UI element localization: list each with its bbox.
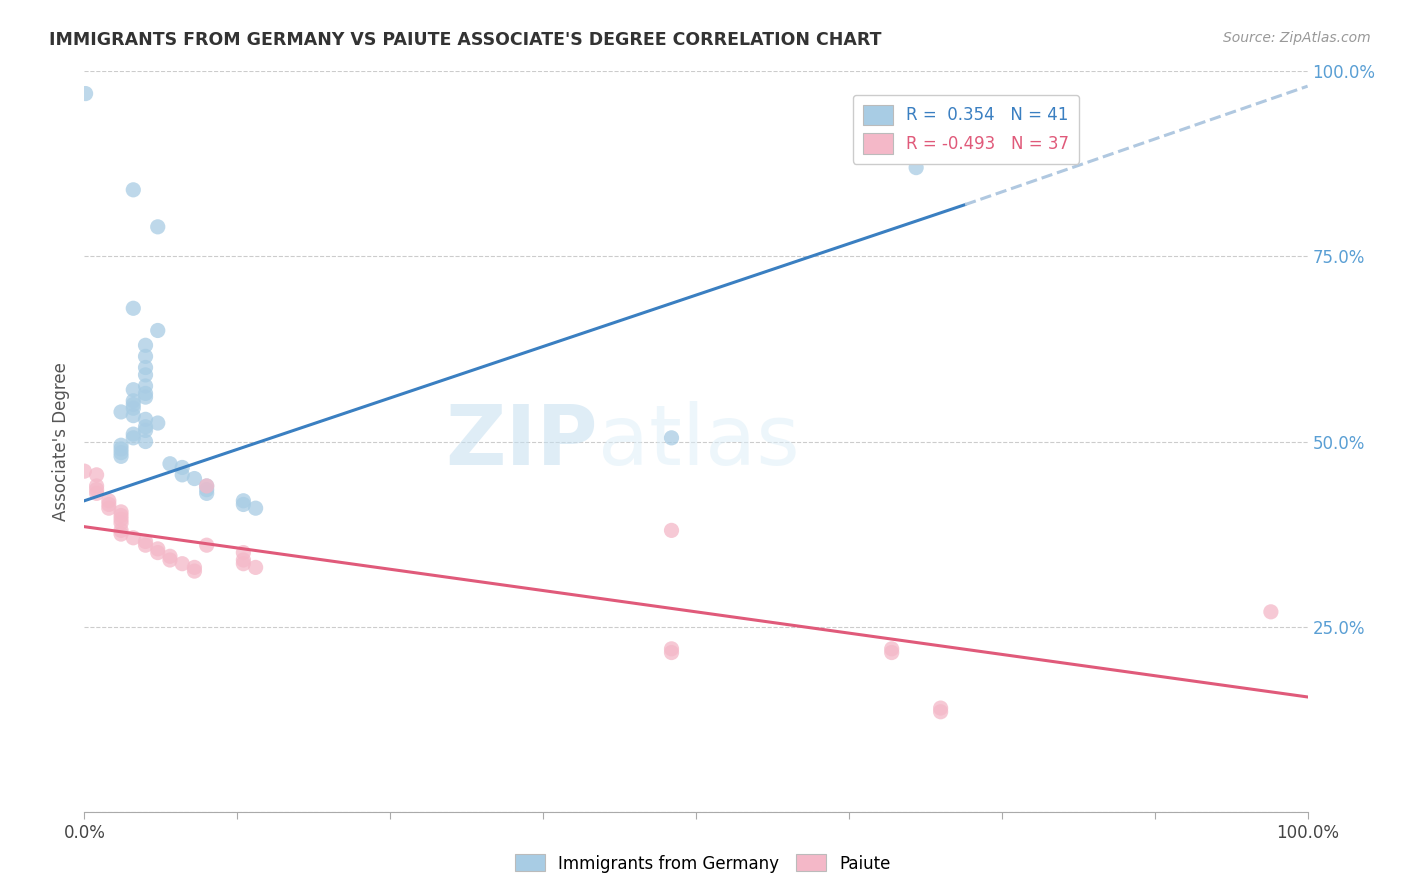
Point — [135, 538, 157, 552]
Point — [122, 401, 145, 416]
Point — [172, 460, 194, 475]
Point — [86, 486, 108, 500]
Point — [110, 450, 132, 464]
Point — [73, 464, 96, 478]
Point — [195, 479, 218, 493]
Point — [661, 641, 683, 656]
Point — [122, 427, 145, 442]
Point — [86, 483, 108, 497]
Point — [135, 419, 157, 434]
Point — [880, 646, 903, 660]
Point — [122, 398, 145, 412]
Point — [110, 512, 132, 526]
Point — [110, 524, 132, 538]
Point — [245, 560, 267, 574]
Point — [905, 161, 928, 175]
Point — [159, 457, 181, 471]
Text: atlas: atlas — [598, 401, 800, 482]
Point — [135, 534, 157, 549]
Point — [232, 498, 254, 512]
Point — [110, 527, 132, 541]
Point — [880, 641, 903, 656]
Text: ZIP: ZIP — [446, 401, 598, 482]
Point — [146, 324, 169, 338]
Point — [183, 564, 205, 578]
Point — [661, 524, 683, 538]
Point — [110, 445, 132, 459]
Point — [929, 701, 952, 715]
Point — [135, 379, 157, 393]
Point — [245, 501, 267, 516]
Point — [146, 546, 169, 560]
Point — [195, 479, 218, 493]
Y-axis label: Associate's Degree: Associate's Degree — [52, 362, 70, 521]
Point — [195, 538, 218, 552]
Point — [172, 557, 194, 571]
Point — [110, 505, 132, 519]
Point — [135, 386, 157, 401]
Point — [122, 409, 145, 423]
Point — [183, 560, 205, 574]
Point — [146, 416, 169, 430]
Legend: Immigrants from Germany, Paiute: Immigrants from Germany, Paiute — [509, 847, 897, 880]
Point — [75, 87, 97, 101]
Point — [135, 390, 157, 404]
Point — [232, 553, 254, 567]
Point — [122, 431, 145, 445]
Text: IMMIGRANTS FROM GERMANY VS PAIUTE ASSOCIATE'S DEGREE CORRELATION CHART: IMMIGRANTS FROM GERMANY VS PAIUTE ASSOCI… — [49, 31, 882, 49]
Point — [183, 471, 205, 485]
Point — [97, 501, 120, 516]
Point — [110, 508, 132, 523]
Point — [135, 424, 157, 438]
Point — [232, 493, 254, 508]
Point — [135, 360, 157, 375]
Point — [929, 705, 952, 719]
Point — [232, 546, 254, 560]
Point — [661, 646, 683, 660]
Point — [97, 498, 120, 512]
Point — [110, 442, 132, 456]
Point — [97, 493, 120, 508]
Point — [110, 405, 132, 419]
Point — [195, 483, 218, 497]
Point — [1260, 605, 1282, 619]
Point — [172, 467, 194, 482]
Point — [146, 541, 169, 556]
Point — [135, 412, 157, 426]
Point — [110, 438, 132, 452]
Point — [146, 219, 169, 234]
Point — [159, 553, 181, 567]
Point — [661, 431, 683, 445]
Point — [232, 557, 254, 571]
Point — [195, 486, 218, 500]
Point — [86, 479, 108, 493]
Point — [122, 393, 145, 408]
Point — [122, 183, 145, 197]
Text: Source: ZipAtlas.com: Source: ZipAtlas.com — [1223, 31, 1371, 45]
Point — [159, 549, 181, 564]
Point — [86, 467, 108, 482]
Point — [135, 338, 157, 352]
Point — [110, 516, 132, 530]
Point — [135, 434, 157, 449]
Legend: R =  0.354   N = 41, R = -0.493   N = 37: R = 0.354 N = 41, R = -0.493 N = 37 — [852, 95, 1078, 163]
Point — [122, 301, 145, 316]
Point — [135, 350, 157, 364]
Point — [122, 383, 145, 397]
Point — [135, 368, 157, 382]
Point — [122, 531, 145, 545]
